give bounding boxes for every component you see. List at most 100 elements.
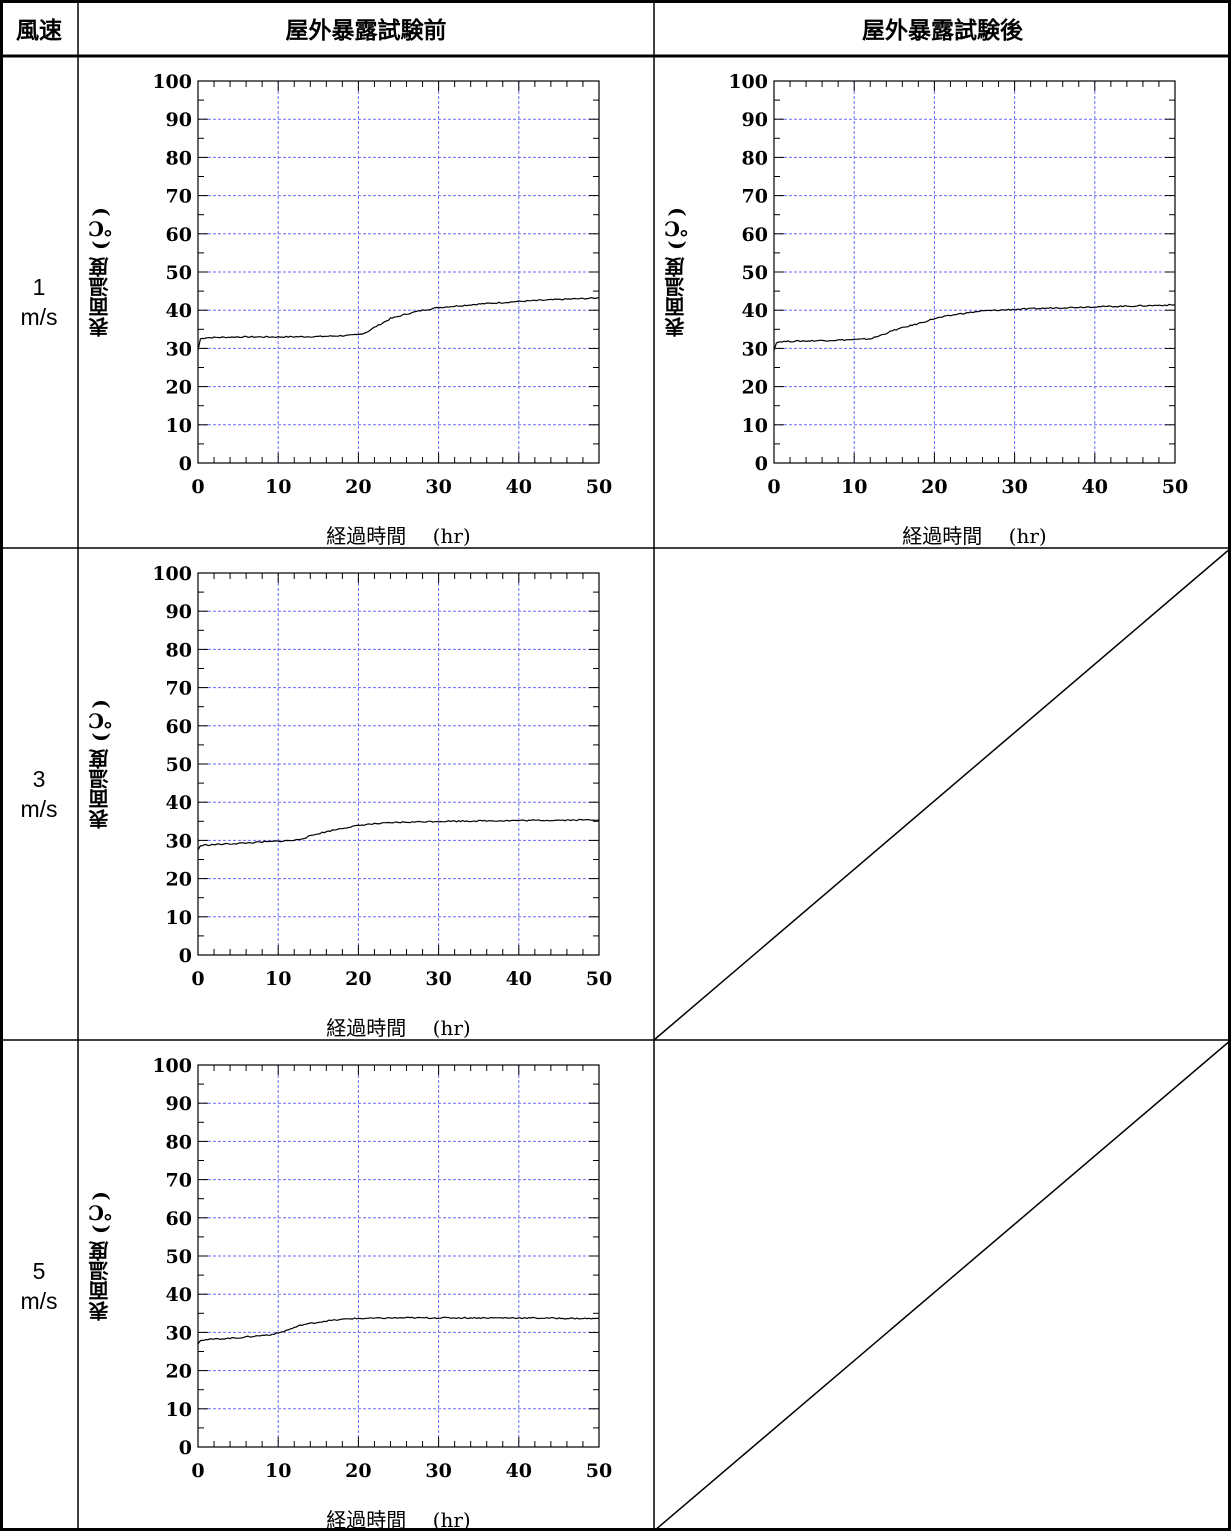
y-tick-label: 40 [742, 300, 768, 322]
y-tick-label: 50 [742, 262, 768, 284]
y-tick-label: 10 [166, 907, 192, 929]
x-tick-label: 0 [191, 968, 204, 990]
y-tick-label: 60 [166, 716, 192, 738]
plot-area [197, 572, 600, 956]
wind-speed-unit: m/s [20, 1287, 58, 1314]
y-tick-label: 60 [166, 224, 192, 246]
wind-speed-value: 1 [32, 274, 46, 300]
y-tick-label: 30 [742, 338, 768, 360]
x-tick-label: 40 [506, 968, 532, 990]
y-tick-label: 70 [166, 1170, 192, 1192]
y-axis-label: 表面温度 (℃) [664, 207, 688, 338]
x-axis-label: 経過時間 (hr) [326, 1508, 470, 1531]
y-tick-label: 10 [742, 415, 768, 437]
x-tick-label: 0 [191, 476, 204, 498]
y-tick-label: 80 [166, 639, 192, 661]
x-tick-label: 40 [1082, 476, 1108, 498]
wind-speed-unit: m/s [20, 796, 58, 822]
y-tick-label: 70 [742, 186, 768, 208]
x-axis-label: 経過時間 (hr) [326, 524, 470, 548]
x-tick-label: 20 [921, 476, 947, 498]
y-tick-label: 0 [179, 453, 192, 475]
plot-area [197, 1064, 600, 1448]
y-tick-label: 80 [166, 1131, 192, 1153]
chart-5ms-before: 0 10 20 30 40 50 60 70 80 90 100 0 10 20 30 40 50 経過時間 (h… [88, 1055, 612, 1531]
wind-speed-value: 3 [32, 766, 46, 792]
y-tick-label: 80 [742, 147, 768, 169]
x-tick-label: 0 [767, 476, 780, 498]
y-tick-label: 0 [179, 945, 192, 967]
series-line [197, 1316, 600, 1345]
empty-cell-diagonal-3ms [653, 547, 1231, 1041]
x-tick-label: 10 [265, 1460, 291, 1482]
wind-speed-unit: m/s [20, 304, 58, 330]
y-tick-label: 40 [166, 1284, 192, 1306]
y-tick-label: 10 [166, 415, 192, 437]
y-tick-label: 90 [742, 109, 768, 131]
y-tick-label: 60 [166, 1208, 192, 1230]
wind-speed-cell-1: 1 m/s [0, 56, 78, 548]
x-tick-label: 0 [191, 1460, 204, 1482]
y-tick-label: 20 [166, 869, 192, 891]
series-line [197, 818, 600, 851]
y-tick-label: 100 [152, 1055, 192, 1077]
x-tick-label: 10 [265, 968, 291, 990]
y-tick-label: 100 [152, 563, 192, 585]
y-tick-label: 30 [166, 338, 192, 360]
y-tick-label: 50 [166, 262, 192, 284]
y-tick-label: 100 [152, 71, 192, 93]
x-tick-label: 10 [265, 476, 291, 498]
x-tick-label: 50 [1162, 476, 1188, 498]
header-before-exposure: 屋外暴露試験前 [285, 18, 447, 44]
x-tick-label: 40 [506, 476, 532, 498]
x-tick-label: 30 [425, 1460, 451, 1482]
wind-speed-cell-3: 3 m/s [0, 548, 78, 1040]
series-line [197, 296, 600, 351]
x-axis-label: 経過時間 (hr) [326, 1016, 470, 1040]
header-wind-speed: 風速 [16, 18, 62, 44]
y-tick-label: 70 [166, 186, 192, 208]
y-tick-label: 40 [166, 792, 192, 814]
x-tick-label: 10 [841, 476, 867, 498]
chart-1ms-after: 0 10 20 30 40 50 60 70 80 90 100 0 10 20 30 40 50 経過時間 (h… [664, 71, 1188, 548]
x-tick-label: 30 [1001, 476, 1027, 498]
y-tick-label: 90 [166, 601, 192, 623]
y-tick-label: 60 [742, 224, 768, 246]
chart-1ms-before: 0 10 20 30 40 50 60 70 80 90 100 0 10 20 30 40 50 経過時間 (h… [88, 71, 612, 548]
y-tick-label: 0 [755, 453, 768, 475]
y-tick-label: 90 [166, 109, 192, 131]
y-tick-label: 20 [742, 377, 768, 399]
x-tick-label: 50 [586, 968, 612, 990]
chart-3ms-before: 0 10 20 30 40 50 60 70 80 90 100 0 10 20 30 40 50 経過時間 (h… [88, 563, 612, 1040]
y-tick-label: 30 [166, 830, 192, 852]
x-tick-label: 50 [586, 476, 612, 498]
plot-area [197, 80, 600, 464]
x-tick-label: 30 [425, 476, 451, 498]
series-line [773, 303, 1176, 351]
x-axis-label: 経過時間 (hr) [902, 524, 1046, 548]
y-axis-label: 表面温度 (℃) [88, 207, 112, 338]
header-after-exposure: 屋外暴露試験後 [862, 18, 1023, 44]
x-tick-label: 40 [506, 1460, 532, 1482]
y-tick-label: 0 [179, 1437, 192, 1459]
x-tick-label: 50 [586, 1460, 612, 1482]
y-tick-label: 20 [166, 1361, 192, 1383]
y-tick-label: 40 [166, 300, 192, 322]
x-tick-label: 20 [345, 1460, 371, 1482]
x-tick-label: 30 [425, 968, 451, 990]
empty-cell-diagonal-5ms [653, 1039, 1231, 1531]
y-tick-label: 100 [728, 71, 768, 93]
y-tick-label: 30 [166, 1322, 192, 1344]
y-tick-label: 70 [166, 678, 192, 700]
x-tick-label: 20 [345, 476, 371, 498]
wind-speed-value: 5 [32, 1257, 46, 1284]
y-tick-label: 20 [166, 377, 192, 399]
y-tick-label: 90 [166, 1093, 192, 1115]
y-tick-label: 50 [166, 1246, 192, 1268]
x-tick-label: 20 [345, 968, 371, 990]
plot-area [773, 80, 1176, 464]
y-tick-label: 50 [166, 754, 192, 776]
y-tick-label: 10 [166, 1399, 192, 1421]
y-axis-label: 表面温度 (℃) [88, 1191, 112, 1322]
